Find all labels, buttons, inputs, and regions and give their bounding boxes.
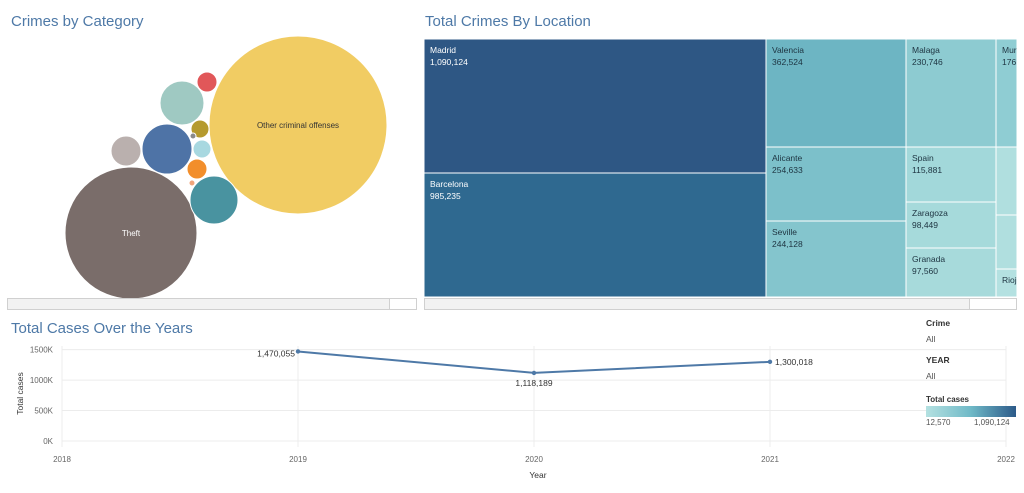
- bubble: [192, 139, 212, 159]
- treemap-label: Granada: [912, 254, 945, 264]
- y-axis-title: Total cases: [15, 372, 25, 415]
- scrollbar-thumb[interactable]: [969, 299, 1016, 309]
- treemap-label: Seville: [772, 227, 797, 237]
- treemap-label: Malaga: [912, 45, 940, 55]
- x-axis-title: Year: [529, 470, 546, 480]
- treemap-label: Zaragoza: [912, 208, 948, 218]
- treemap-label: Mur: [1002, 45, 1017, 55]
- treemap-value: 97,560: [912, 266, 938, 276]
- color-legend: Total cases 12,570 1,090,124: [926, 395, 1018, 427]
- treemap-label: Alicante: [772, 153, 803, 163]
- legend-title: Total cases: [926, 395, 969, 404]
- treemap-title: Total Crimes By Location: [425, 13, 591, 30]
- bubble-chart-title: Crimes by Category: [11, 13, 144, 30]
- treemap-chart: Madrid 1,090,124 Barcelona 985,235 Valencia 3…: [423, 38, 1018, 298]
- y-tick-label: 1500K: [30, 346, 54, 355]
- treemap-cell: [995, 38, 1018, 148]
- crime-filter-label: Crime: [926, 318, 951, 328]
- treemap-cell: [423, 38, 767, 174]
- bubble: [186, 158, 208, 180]
- treemap-value: 362,524: [772, 57, 803, 67]
- treemap-value: 176: [1002, 57, 1016, 67]
- bubble: [189, 175, 239, 225]
- legend-max-label: 1,090,124: [974, 418, 1010, 427]
- treemap-cell: [995, 146, 1018, 216]
- year-filter-value[interactable]: All: [926, 371, 936, 381]
- bubble: [190, 119, 210, 139]
- year-filter[interactable]: YEAR All: [926, 355, 950, 381]
- line-chart-title: Total Cases Over the Years: [11, 320, 193, 337]
- bubble-chart: Other criminal offenses Theft: [64, 35, 388, 300]
- bubble: [141, 123, 193, 175]
- treemap-cell: [423, 172, 767, 298]
- treemap-label: Spain: [912, 153, 934, 163]
- treemap-cell: [995, 214, 1018, 270]
- treemap-value: 244,128: [772, 239, 803, 249]
- scrollbar-thumb[interactable]: [389, 299, 416, 309]
- bubble: [159, 80, 205, 126]
- x-tick-label: 2020: [525, 455, 543, 464]
- y-tick-label: 0K: [43, 437, 53, 446]
- treemap-label: Rioj: [1002, 275, 1017, 285]
- treemap-label: Barcelona: [430, 179, 469, 189]
- y-tick-label: 1000K: [30, 376, 54, 385]
- crime-filter-value[interactable]: All: [926, 334, 936, 344]
- data-point: [531, 370, 537, 376]
- y-tick-label: 500K: [34, 407, 53, 416]
- data-label: 1,118,189: [515, 378, 552, 388]
- x-tick-label: 2019: [289, 455, 307, 464]
- bubble-label: Other criminal offenses: [257, 121, 339, 130]
- x-tick-label: 2018: [53, 455, 71, 464]
- bubble: [208, 35, 388, 215]
- data-label: 1,300,018: [775, 357, 813, 367]
- data-label: 1,470,055: [257, 348, 295, 358]
- x-tick-label: 2022: [997, 455, 1015, 464]
- treemap-cell: [765, 220, 907, 298]
- treemap-value: 1,090,124: [430, 57, 468, 67]
- legend-min-label: 12,570: [926, 418, 951, 427]
- treemap-value: 985,235: [430, 191, 461, 201]
- data-point: [767, 359, 773, 365]
- treemap-scrollbar[interactable]: [424, 298, 1017, 310]
- crime-filter[interactable]: Crime All: [926, 318, 950, 344]
- line-chart: 0K 500K 1000K 1500K 2018 2019 2020 2021 2022 Year…: [15, 346, 1015, 480]
- legend-gradient: [926, 406, 1016, 417]
- treemap-label: Valencia: [772, 45, 804, 55]
- bubble: [188, 179, 196, 187]
- bubble-label: Theft: [122, 229, 141, 238]
- treemap-value: 115,881: [912, 165, 942, 175]
- treemap-value: 254,633: [772, 165, 803, 175]
- data-point: [295, 349, 301, 354]
- treemap-cell: [765, 38, 907, 148]
- treemap-cell: [905, 38, 997, 148]
- treemap-cell: [905, 247, 997, 298]
- bubble: [189, 132, 197, 140]
- bubble: [196, 71, 218, 93]
- treemap-label: Madrid: [430, 45, 456, 55]
- bubble-scrollbar[interactable]: [7, 298, 417, 310]
- treemap-value: 98,449: [912, 220, 938, 230]
- treemap-value: 230,746: [912, 57, 943, 67]
- year-filter-label: YEAR: [926, 355, 950, 365]
- bubble: [110, 135, 142, 167]
- x-tick-label: 2021: [761, 455, 779, 464]
